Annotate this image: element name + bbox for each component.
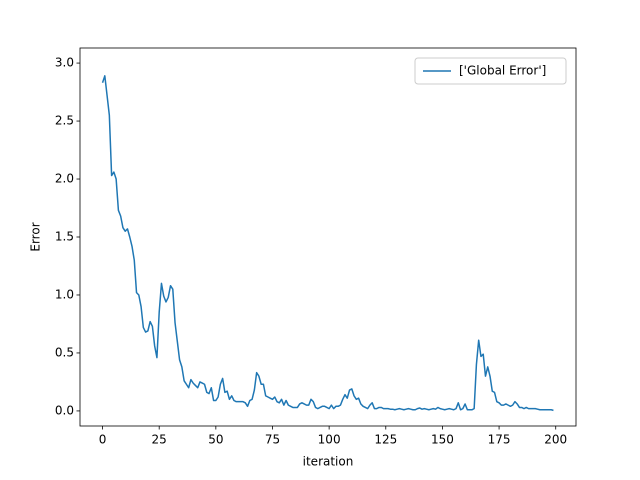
y-tick-label: 3.0 <box>55 56 74 70</box>
x-tick-label: 175 <box>488 433 511 447</box>
data-line <box>101 75 554 412</box>
x-tick-label: 125 <box>374 433 397 447</box>
legend-box <box>414 57 567 85</box>
legend-label: ['Global Error'] <box>459 64 546 78</box>
x-tick-label: 0 <box>99 433 107 447</box>
y-tick-label: 2.5 <box>55 114 74 128</box>
y-tick-label: 0.5 <box>55 345 74 359</box>
axes-frame <box>79 47 577 427</box>
y-tick-label: 2.0 <box>55 172 74 186</box>
x-axis-label: iteration <box>303 455 354 469</box>
x-tick-label: 200 <box>544 433 567 447</box>
x-tick-label: 100 <box>318 433 341 447</box>
x-tick-label: 75 <box>265 433 280 447</box>
y-tick-label: 1.0 <box>55 287 74 301</box>
x-tick-label: 25 <box>152 433 167 447</box>
y-axis-label: Error <box>29 222 43 251</box>
y-tick-label: 1.5 <box>55 230 74 244</box>
x-tick-label: 150 <box>431 433 454 447</box>
y-tick-label: 0.0 <box>55 403 74 417</box>
x-tick-label: 50 <box>208 433 223 447</box>
